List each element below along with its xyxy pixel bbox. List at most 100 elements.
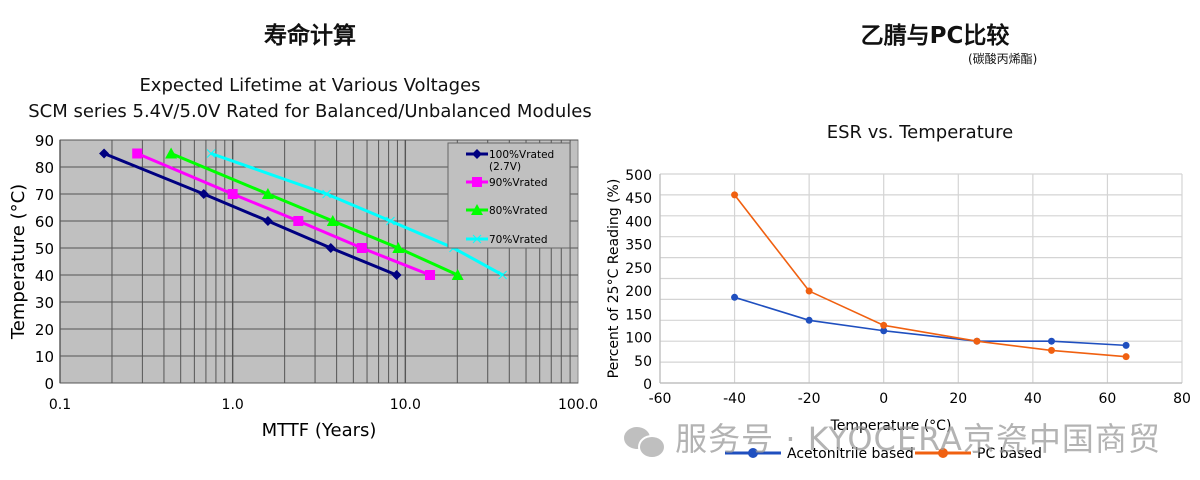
- data-point: [1048, 337, 1055, 345]
- y-tick-label: 50: [634, 354, 652, 370]
- series-pc: [731, 191, 1130, 361]
- y-tick-label: 500: [625, 168, 652, 184]
- x-tick-label: -20: [798, 391, 821, 407]
- legend-label: 70%Vrated: [489, 234, 548, 246]
- legend-item: 90%Vrated: [466, 177, 548, 189]
- wechat-icon: [624, 425, 666, 459]
- legend-marker: [938, 448, 948, 458]
- esr-chart: -60 -40 -20 0 20 40 60 80 0 50 100 150 200 250 350 400 4…: [606, 168, 1191, 462]
- y-tick-label: 350: [625, 238, 652, 254]
- data-point-triangle: [392, 242, 405, 253]
- data-point: [805, 316, 813, 324]
- series-80pctvrated: [165, 147, 464, 280]
- legend-item: 100%Vrated(2.7V): [466, 149, 554, 173]
- left-heading: 寿命计算: [264, 23, 356, 49]
- data-point-square: [293, 216, 304, 226]
- x-tick-label: 10.0: [390, 397, 421, 413]
- data-point-triangle: [261, 188, 274, 199]
- right-heading: 乙腈与PC比较: [860, 23, 1010, 49]
- series-line: [733, 194, 1127, 358]
- legend-label: Acetonitrile based: [787, 446, 914, 462]
- data-point-triangle: [471, 204, 483, 215]
- data-point-x: [386, 216, 395, 226]
- data-point: [880, 321, 888, 329]
- data-point-square: [472, 177, 482, 187]
- data-point-square: [425, 270, 436, 280]
- data-point-diamond: [99, 148, 110, 159]
- legend-box: [447, 142, 571, 249]
- x-tick-label: 80: [1173, 391, 1191, 407]
- y-tick-label: 250: [625, 261, 652, 277]
- x-tick-label: 0.1: [49, 397, 71, 413]
- series-100pctvrated: [99, 148, 402, 280]
- data-point: [805, 287, 813, 295]
- legend-marker: [748, 448, 758, 458]
- data-point-x: [472, 234, 482, 244]
- lifetime-chart-title: Expected Lifetime at Various Voltages: [139, 75, 481, 96]
- y-tick-label: 450: [625, 191, 652, 207]
- data-point: [1048, 346, 1055, 354]
- x-tick-label: -60: [649, 391, 672, 407]
- y-tick-label: 40: [35, 267, 54, 285]
- data-point-square: [132, 148, 143, 159]
- data-point: [731, 191, 739, 199]
- y-tick-label: 0: [643, 377, 652, 393]
- data-point-square: [356, 243, 367, 253]
- y-tick-label: 150: [625, 307, 652, 323]
- y-tick-label: 10: [35, 348, 54, 366]
- x-tick-label: 0: [879, 391, 888, 407]
- y-tick-label: 90: [35, 132, 54, 150]
- data-point-diamond: [262, 216, 273, 226]
- x-tick-label: 1.0: [222, 397, 244, 413]
- lifetime-chart-subtitle: SCM series 5.4V/5.0V Rated for Balanced/…: [28, 101, 592, 122]
- data-point: [731, 293, 739, 301]
- legend-label: 100%Vrated: [489, 149, 554, 161]
- data-point: [973, 337, 981, 345]
- legend-label: PC based: [977, 446, 1042, 462]
- data-point: [880, 327, 888, 335]
- y-tick-label: 60: [35, 213, 54, 231]
- data-point-x: [206, 149, 216, 158]
- legend-item: 80%Vrated: [466, 204, 548, 217]
- x-tick-label: 60: [1099, 391, 1117, 407]
- series-acetonitrile: [731, 293, 1130, 349]
- data-point-triangle: [326, 215, 339, 226]
- y-axis-label: Temperature (°C): [8, 184, 29, 340]
- legend-label: 90%Vrated: [489, 177, 548, 189]
- data-point-square: [227, 189, 238, 199]
- watermark: 服务号 · KYOCERA京瓷中国商贸: [624, 414, 1161, 460]
- y-tick-label: 50: [35, 240, 54, 258]
- legend-label-line2: (2.7V): [489, 161, 521, 173]
- x-tick-label: -40: [723, 391, 746, 407]
- legend-item: PC based: [915, 446, 1042, 462]
- y-tick-label: 0: [44, 375, 54, 393]
- series-90pctvrated: [132, 148, 436, 280]
- data-point-diamond: [472, 149, 482, 159]
- data-point-x: [498, 270, 507, 280]
- data-point-diamond: [198, 189, 209, 199]
- x-tick-label: 40: [1024, 391, 1042, 407]
- legend-label: 80%Vrated: [489, 205, 548, 217]
- y-tick-label: 30: [35, 294, 54, 312]
- legend: Acetonitrile based PC based: [725, 446, 1042, 462]
- data-point-diamond: [325, 243, 336, 253]
- data-point: [1122, 353, 1130, 361]
- right-heading-note: (碳酸丙烯酯): [968, 52, 1038, 66]
- y-tick-label: 70: [35, 186, 54, 204]
- data-point-triangle: [451, 269, 464, 280]
- y-axis-label: Percent of 25°C Reading (%): [606, 179, 622, 379]
- legend-item: 70%Vrated: [466, 234, 548, 246]
- x-tick-label: 20: [949, 391, 967, 407]
- data-point-triangle: [165, 147, 178, 159]
- y-tick-label: 200: [625, 284, 652, 300]
- watermark-text: 服务号 · KYOCERA京瓷中国商贸: [675, 420, 1161, 458]
- y-tick-label: 400: [625, 214, 652, 230]
- legend: 100%Vrated(2.7V) 90%Vrated 80%Vrated 70%Vra…: [447, 142, 571, 249]
- x-axis-label: MTTF (Years): [262, 420, 377, 440]
- y-tick-label: 80: [35, 159, 54, 177]
- series-line: [734, 296, 1127, 347]
- data-point-x: [322, 189, 331, 199]
- y-tick-label: 20: [35, 321, 54, 339]
- x-tick-label: 100.0: [558, 397, 598, 413]
- esr-chart-title: ESR vs. Temperature: [826, 122, 1014, 143]
